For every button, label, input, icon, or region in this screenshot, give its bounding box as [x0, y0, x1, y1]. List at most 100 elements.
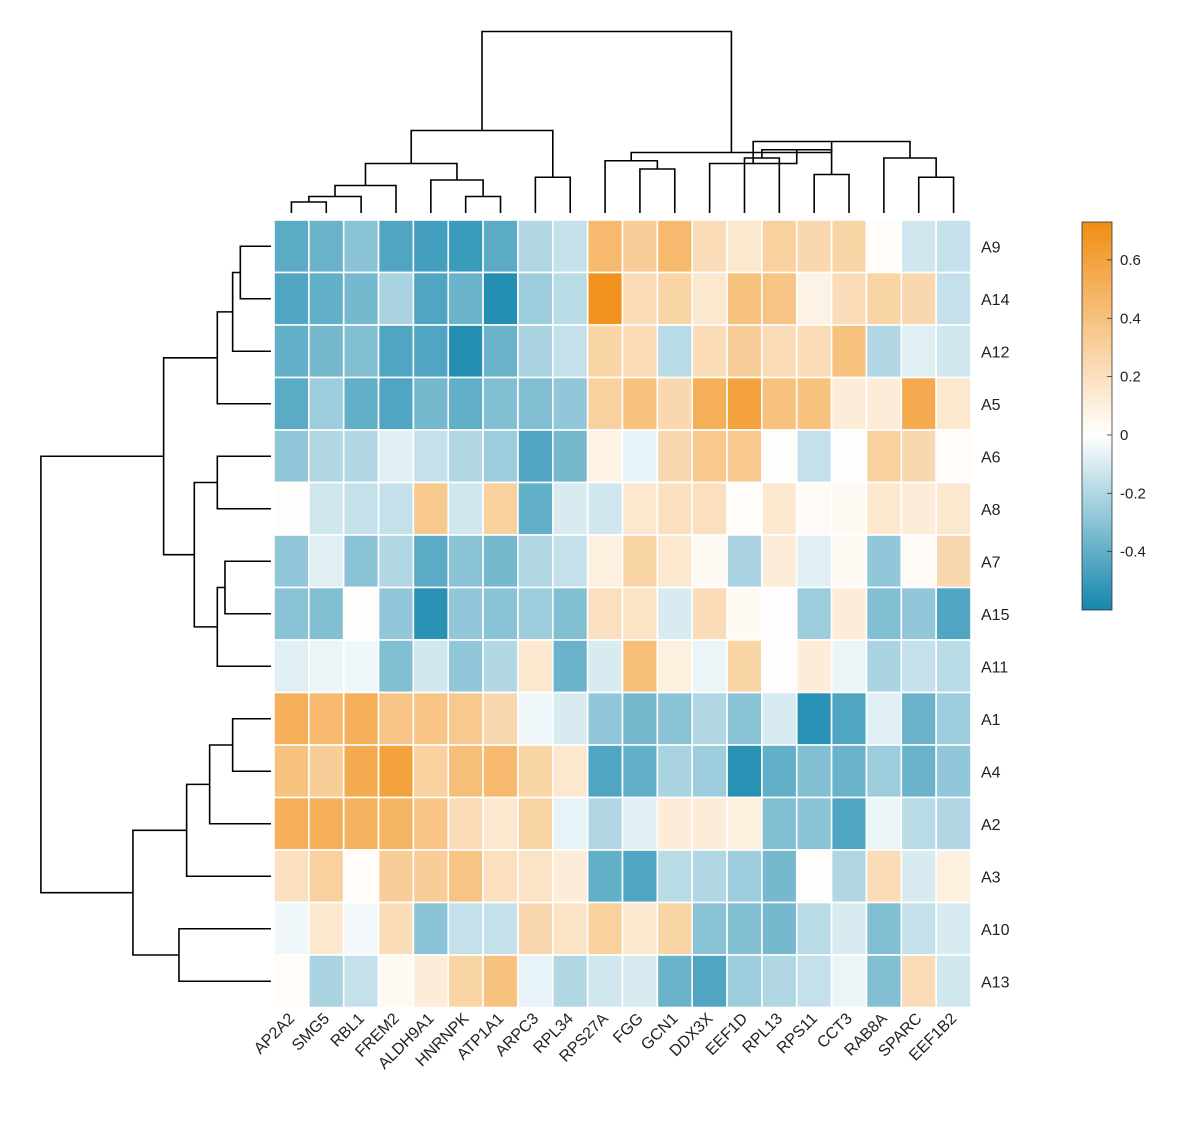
heatmap-cell	[447, 219, 484, 274]
heatmap-cell	[517, 324, 554, 379]
heatmap-cell	[726, 376, 763, 431]
heatmap-cell	[865, 691, 903, 746]
colorbar-tick-label: -0.4	[1120, 544, 1146, 561]
heatmap-cell	[412, 586, 450, 641]
heatmap-cell	[308, 639, 345, 694]
heatmap-cell	[865, 271, 903, 326]
heatmap-cell	[865, 744, 903, 799]
heatmap-cell	[691, 219, 728, 274]
heatmap-cell	[586, 219, 624, 274]
heatmap-cell	[726, 901, 763, 956]
heatmap-cell	[377, 534, 415, 589]
heatmap-cell	[691, 376, 728, 431]
heatmap-cell	[412, 796, 450, 851]
row-label: A14	[981, 292, 1010, 309]
heatmap-cell	[726, 954, 763, 1009]
heatmap-cell	[935, 376, 972, 431]
heatmap-cell	[308, 954, 345, 1009]
row-dendrogram-link	[193, 481, 218, 628]
heatmap-cell	[761, 324, 798, 379]
heatmap-cell	[830, 744, 868, 799]
heatmap-cell	[482, 219, 519, 274]
heatmap-cell	[621, 849, 659, 904]
column-dendrogram-link	[743, 157, 781, 213]
colorbar-tick-label: 0.2	[1120, 369, 1141, 386]
heatmap-cell	[412, 534, 450, 589]
row-dendrogram-link	[216, 455, 271, 510]
heatmap-cell	[621, 901, 659, 956]
colorbar-ticks: 0.6 0.4 0.2 0 -0.2 -0.4	[1107, 252, 1146, 561]
heatmap-cell	[761, 586, 798, 641]
heatmap-cell	[935, 639, 972, 694]
column-dendrogram-link	[813, 173, 850, 213]
column-dendrogram-link	[364, 162, 458, 186]
heatmap-cell	[865, 586, 903, 641]
heatmap-cell	[377, 639, 415, 694]
heatmap-cell	[795, 744, 833, 799]
heatmap-cell	[621, 639, 659, 694]
heatmap-cell	[586, 901, 624, 956]
heatmap-cell	[865, 429, 903, 484]
heatmap-cell	[761, 691, 798, 746]
heatmap-cell	[447, 744, 484, 799]
heatmap-cell	[273, 586, 310, 641]
heatmap-cell	[517, 849, 554, 904]
heatmap-cell	[900, 586, 937, 641]
colorbar-tick-label: 0	[1120, 427, 1128, 444]
heatmap-cells	[273, 219, 972, 1009]
row-dendrogram-link	[185, 783, 271, 878]
heatmap-cell	[691, 954, 728, 1009]
heatmap-cell	[865, 901, 903, 956]
row-label: A13	[981, 974, 1010, 991]
column-dendrogram-link	[410, 129, 554, 178]
row-label: A7	[981, 554, 1001, 571]
heatmap-cell	[308, 219, 345, 274]
heatmap-cell	[691, 429, 728, 484]
heatmap-cell	[795, 324, 833, 379]
heatmap-cell	[412, 954, 450, 1009]
heatmap-cell	[900, 954, 937, 1009]
heatmap-cell	[412, 429, 450, 484]
heatmap-cell	[935, 271, 972, 326]
row-dendrogram-link	[178, 927, 271, 983]
heatmap-cell	[726, 744, 763, 799]
heatmap-cell	[482, 639, 519, 694]
heatmap-cell	[795, 796, 833, 851]
heatmap-cell	[935, 901, 972, 956]
heatmap-cell	[308, 849, 345, 904]
heatmap-cell	[865, 481, 903, 536]
heatmap-cell	[273, 534, 310, 589]
column-dendrogram-link	[917, 176, 955, 213]
heatmap-cell	[273, 744, 310, 799]
heatmap-cell	[377, 586, 415, 641]
heatmap-cell	[482, 586, 519, 641]
heatmap-cell	[342, 744, 380, 799]
heatmap-cell	[412, 901, 450, 956]
heatmap-cell	[342, 534, 380, 589]
heatmap-cell	[761, 901, 798, 956]
heatmap-cell	[517, 219, 554, 274]
row-dendrogram-link	[40, 455, 164, 894]
heatmap-cell	[273, 796, 310, 851]
heatmap-cell	[830, 954, 868, 1009]
row-dendrogram-link	[231, 717, 271, 773]
heatmap-cell	[273, 429, 310, 484]
heatmap-cell	[551, 219, 589, 274]
heatmap-cell	[830, 481, 868, 536]
row-label: A11	[981, 659, 1008, 676]
heatmap-cell	[795, 481, 833, 536]
heatmap-cell	[935, 744, 972, 799]
heatmap-cell	[517, 534, 554, 589]
colorbar-tick-label: 0.6	[1120, 252, 1141, 269]
heatmap-cell	[900, 429, 937, 484]
heatmap-cell	[482, 954, 519, 1009]
heatmap-cell	[273, 219, 310, 274]
heatmap-cell	[795, 954, 833, 1009]
heatmap-cell	[412, 691, 450, 746]
heatmap-cell	[621, 219, 659, 274]
heatmap-cell	[377, 901, 415, 956]
row-label: A12	[981, 344, 1010, 361]
heatmap-cell	[482, 796, 519, 851]
heatmap-cell	[517, 691, 554, 746]
